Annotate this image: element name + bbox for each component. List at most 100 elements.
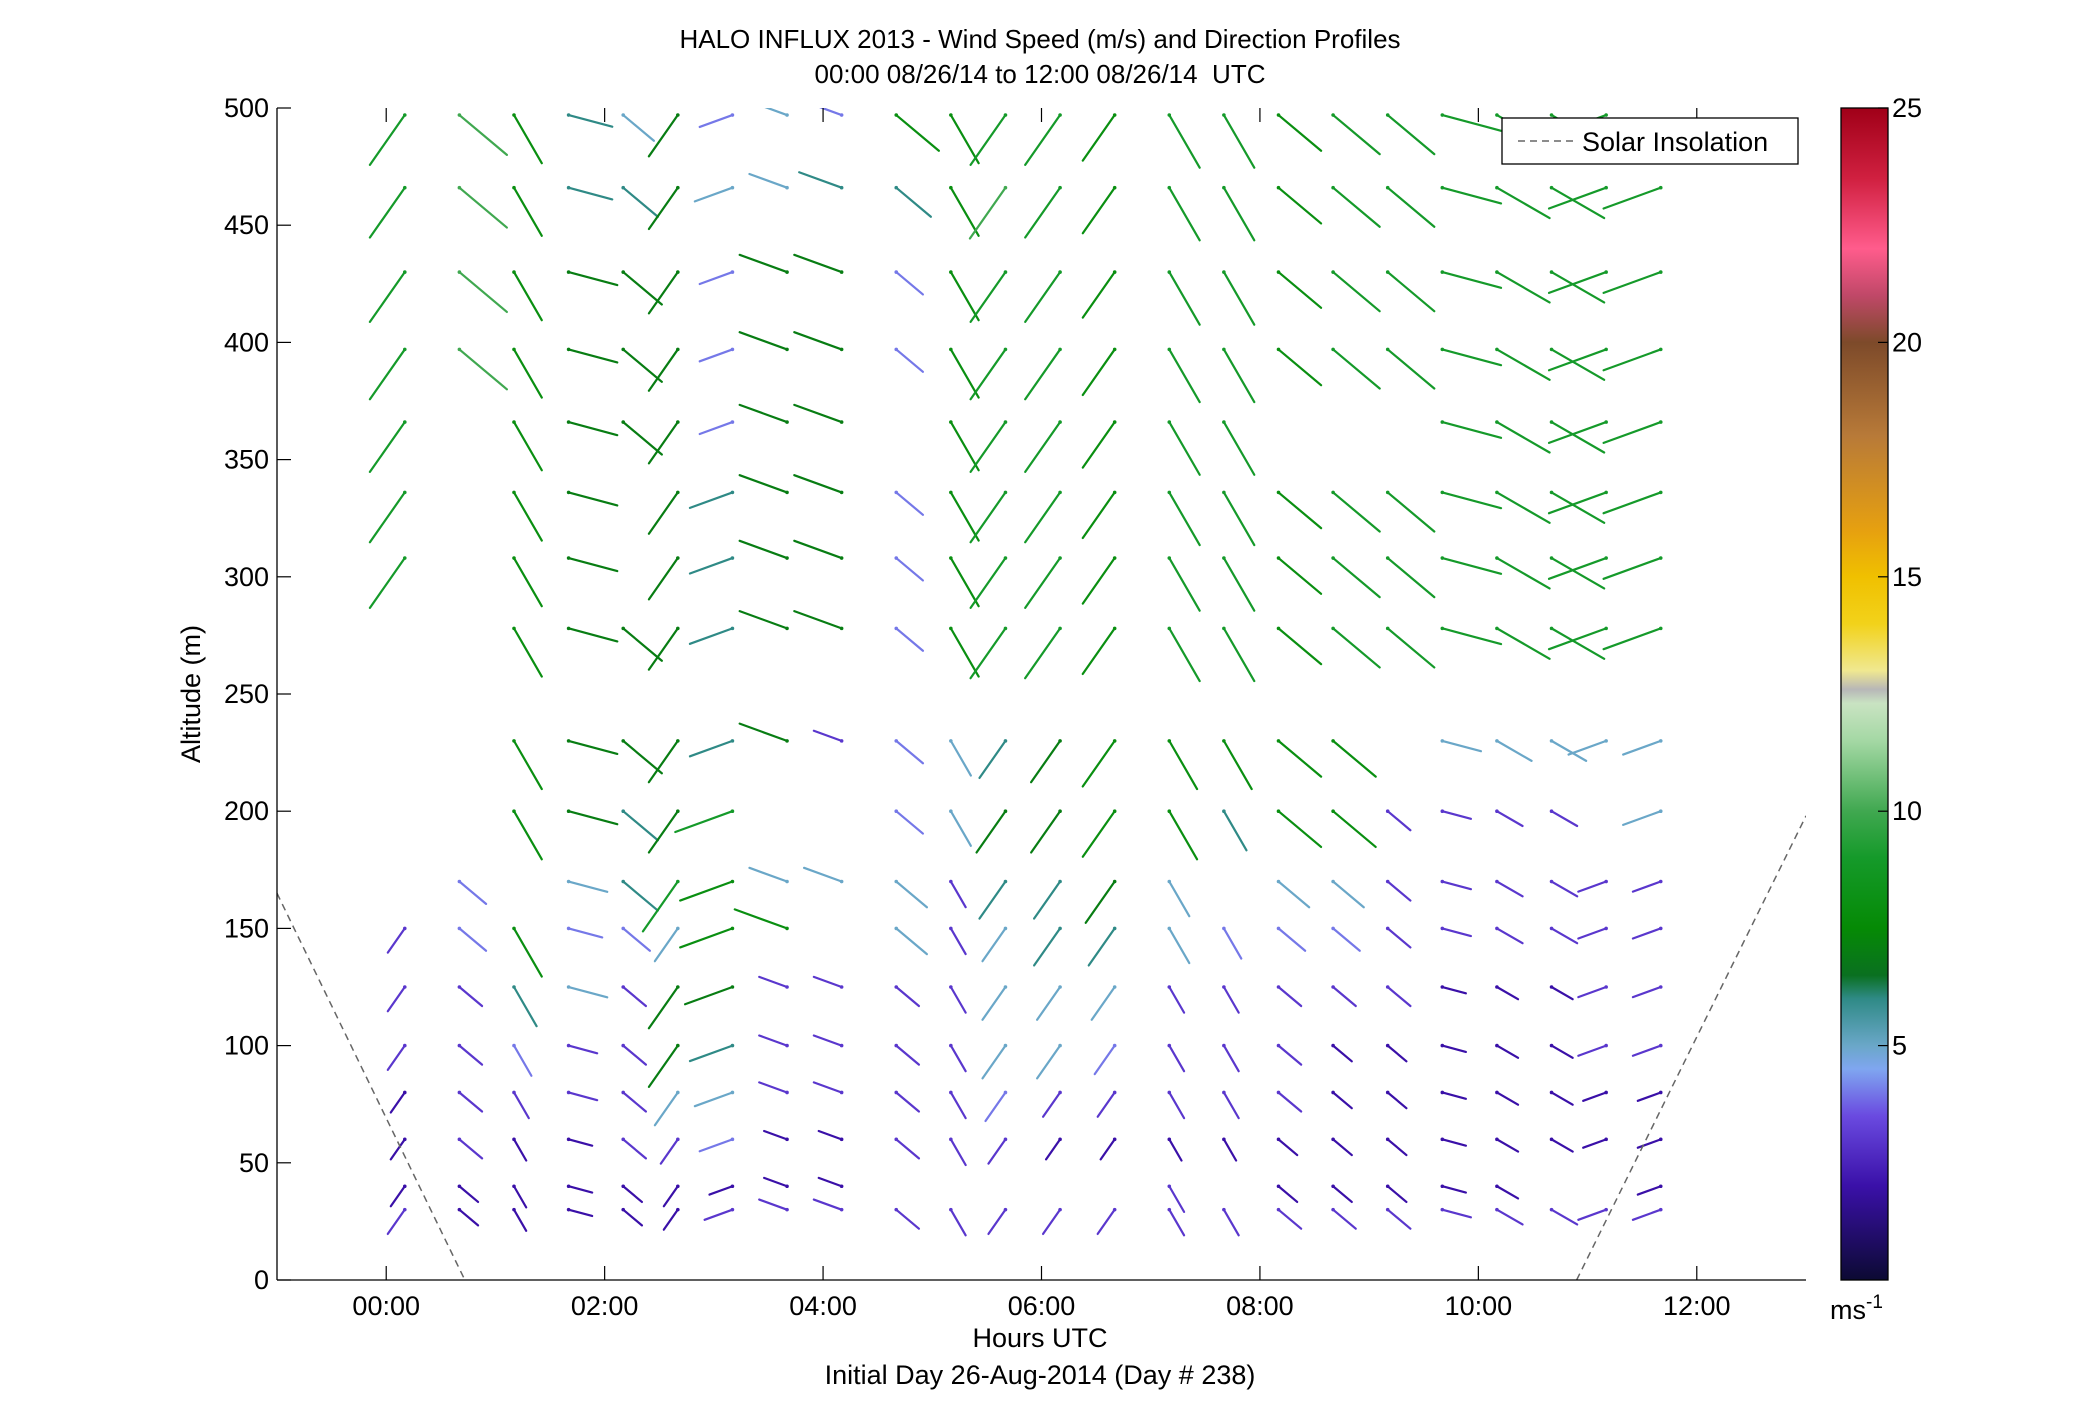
wind-vector-head (839, 490, 844, 495)
wind-vector (1222, 1091, 1240, 1120)
wind-vector (738, 331, 789, 351)
wind-vector-head (1549, 626, 1554, 631)
wind-vector-head (949, 1137, 953, 1142)
y-tick-label: 100 (224, 1031, 269, 1061)
wind-vector-head (1495, 1090, 1499, 1095)
wind-vector-head (949, 490, 953, 495)
wind-vector (733, 908, 789, 930)
wind-vector-head (1495, 626, 1499, 631)
wind-vector-head (785, 556, 789, 560)
wind-vector-head (676, 879, 680, 884)
wind-vector-head (839, 185, 844, 190)
wind-vector (1547, 348, 1608, 372)
wind-vector (758, 1034, 789, 1047)
wind-vector (1547, 556, 1608, 580)
wind-vector (1081, 491, 1116, 540)
wind-vector (567, 556, 619, 573)
wind-vector-head (457, 185, 462, 190)
wind-vector (512, 1138, 528, 1162)
wind-vector-head (1331, 739, 1335, 743)
wind-vector-head (1495, 879, 1499, 884)
wind-vector-head (566, 420, 571, 424)
wind-vector-head (894, 1207, 899, 1212)
wind-vector-head (949, 879, 953, 884)
wind-vector (622, 1138, 647, 1160)
wind-vector-head (949, 113, 953, 117)
wind-vector (793, 474, 843, 494)
wind-vector (1168, 880, 1191, 918)
wind-vector (793, 539, 843, 560)
y-tick-label: 400 (224, 327, 269, 357)
wind-vector (1547, 420, 1608, 444)
wind-vector-head (894, 113, 899, 117)
wind-vector (1631, 880, 1662, 893)
wind-vector-head (1331, 1090, 1335, 1095)
wind-vector-head (730, 809, 735, 813)
wind-vector (458, 186, 508, 229)
y-tick-label: 450 (224, 210, 269, 240)
wind-vector (1087, 927, 1116, 967)
wind-vector-head (1003, 926, 1008, 931)
wind-vector-head (1003, 490, 1008, 495)
wind-vector-head (1112, 1043, 1117, 1048)
wind-vector-head (1440, 879, 1445, 884)
wind-vector (679, 927, 734, 949)
wind-vector-head (1440, 347, 1445, 352)
wind-vector-head (1003, 420, 1008, 424)
wind-vector (978, 880, 1007, 920)
wind-vector (1631, 1044, 1662, 1057)
wind-vector-head (1604, 556, 1608, 560)
solar-insolation-line (1575, 815, 1806, 1280)
wind-vector (567, 810, 619, 826)
wind-vector (647, 491, 679, 535)
wind-vector (1030, 739, 1062, 784)
wind-vector-head (1058, 985, 1062, 989)
wind-vector (1386, 1044, 1408, 1063)
wind-vector (386, 927, 406, 954)
wind-vector-head (1440, 809, 1445, 813)
wind-vector-head (949, 1207, 953, 1212)
wind-vector (969, 270, 1007, 323)
wind-vector-head (839, 1090, 844, 1095)
wind-vector (512, 627, 543, 678)
wind-vector (1081, 270, 1116, 319)
wind-vector (895, 627, 925, 652)
wind-vector (567, 348, 619, 364)
wind-vector (458, 348, 508, 391)
wind-vector-head (1385, 985, 1390, 989)
wind-vector (458, 1185, 480, 1204)
wind-vector-head (949, 926, 953, 931)
wind-vector-head (1276, 926, 1281, 931)
wind-vector (1441, 1044, 1467, 1054)
wind-vector-head (1604, 270, 1608, 274)
wind-vector-head (621, 1137, 626, 1142)
wind-vector (698, 420, 734, 436)
wind-vector-head (785, 420, 789, 424)
wind-vector (622, 627, 663, 662)
wind-vector (1168, 810, 1199, 861)
wind-vector-head (1549, 985, 1554, 989)
wind-vector-head (1112, 1137, 1117, 1142)
wind-vector-head (1112, 490, 1117, 495)
wind-vector-head (894, 1137, 899, 1142)
wind-vector-head (1549, 739, 1554, 743)
wind-vector-head (1112, 1207, 1117, 1212)
wind-vector-head (1167, 809, 1172, 813)
wind-vector-head (894, 347, 899, 352)
wind-vector-head (1658, 626, 1663, 631)
wind-vector (1168, 491, 1201, 547)
wind-vector (1441, 420, 1503, 439)
wind-vector-head (402, 1137, 407, 1142)
wind-vector-head (894, 556, 899, 560)
wind-vector (949, 880, 967, 909)
wind-vector (1386, 556, 1436, 599)
wind-vector-head (839, 626, 844, 631)
wind-vector-head (1440, 1137, 1445, 1142)
wind-vector (1168, 556, 1201, 612)
wind-vector (895, 810, 925, 835)
y-tick-label: 300 (224, 562, 269, 592)
wind-vector-head (1440, 1207, 1445, 1212)
wind-vector-head (1549, 185, 1554, 190)
wind-vector-head (785, 185, 789, 190)
wind-vector-head (839, 739, 844, 743)
